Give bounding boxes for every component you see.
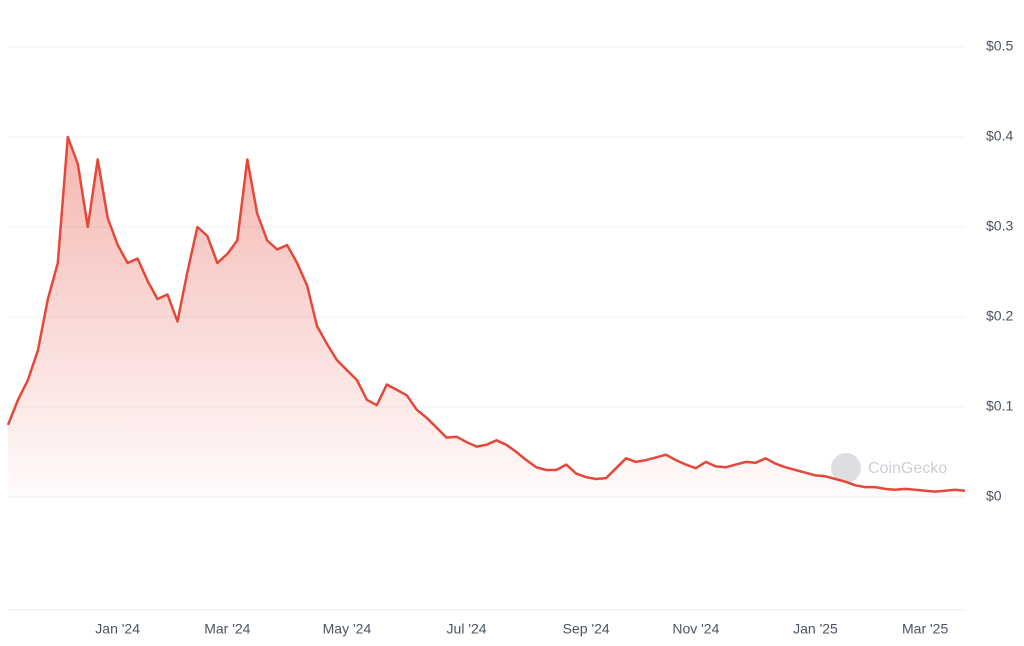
x-tick-label: Sep '24 — [563, 621, 610, 637]
x-tick-label: Mar '24 — [204, 621, 250, 637]
y-tick-label: $0.2 — [986, 308, 1013, 324]
price-line — [6, 135, 966, 493]
x-tick-label: Nov '24 — [672, 621, 719, 637]
y-tick-label: $0.1 — [986, 398, 1013, 414]
x-tick-label: Jul '24 — [447, 621, 487, 637]
y-tick-label: $0.3 — [986, 218, 1013, 234]
x-tick-label: Jan '24 — [95, 621, 140, 637]
x-tick-label: May '24 — [323, 621, 372, 637]
y-tick-label: $0.5 — [986, 38, 1013, 54]
y-tick-label: $0 — [986, 488, 1002, 504]
x-tick-label: Jan '25 — [793, 621, 838, 637]
price-area — [8, 137, 965, 497]
y-tick-label: $0.4 — [986, 128, 1013, 144]
watermark: CoinGecko — [831, 453, 947, 483]
watermark-text: CoinGecko — [868, 460, 947, 477]
x-tick-label: Mar '25 — [902, 621, 948, 637]
